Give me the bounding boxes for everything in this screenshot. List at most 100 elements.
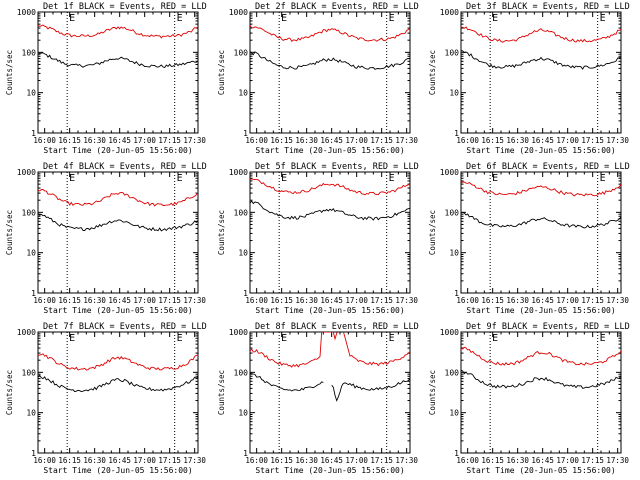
y-tick-label: 1000: [440, 168, 459, 177]
y-tick-label: 1: [31, 129, 36, 138]
x-tick-label: 16:30: [295, 296, 318, 305]
x-tick-label: 16:45: [320, 296, 343, 305]
x-tick-label: 16:00: [456, 296, 479, 305]
series-line-lld: [38, 189, 198, 207]
series-line-events: [461, 211, 621, 229]
event-marker-label: E: [600, 173, 606, 184]
x-tick-label: 17:30: [606, 136, 629, 145]
plot-frame: [249, 331, 411, 454]
x-tick-label: 17:00: [556, 456, 579, 465]
y-tick-label: 1000: [17, 168, 36, 177]
x-tick-label: 17:30: [606, 296, 629, 305]
x-tick-label: 16:30: [83, 136, 106, 145]
event-marker-label: E: [492, 333, 498, 344]
x-tick-label: 16:00: [245, 136, 268, 145]
series-line-events: [38, 374, 198, 393]
y-tick-label: 1: [454, 449, 459, 458]
series-line-lld: [38, 24, 198, 39]
y-tick-label: 100: [234, 48, 249, 57]
y-tick-label: 1: [454, 289, 459, 298]
event-marker-label: E: [492, 13, 498, 24]
event-marker-label: E: [281, 333, 287, 344]
x-tick-label: 16:30: [506, 456, 529, 465]
x-tick-label: 17:00: [345, 456, 368, 465]
y-tick-label: 1: [243, 449, 248, 458]
x-tick-label: 17:15: [370, 456, 393, 465]
plot-frame: [460, 331, 622, 454]
x-tick-label: 16:15: [481, 456, 504, 465]
y-axis-label: Counts/sec: [5, 370, 14, 415]
y-tick-label: 10: [449, 249, 459, 258]
plot-title: Det 8f BLACK = Events, RED = LLD: [255, 322, 419, 332]
plot-frame: [37, 11, 199, 134]
y-tick-label: 100: [234, 368, 249, 377]
x-tick-label: 16:45: [320, 456, 343, 465]
x-tick-label: 16:45: [320, 136, 343, 145]
x-tick-label: 17:15: [158, 456, 181, 465]
series-line-events: [250, 51, 410, 70]
y-axis-label: Counts/sec: [428, 370, 437, 415]
x-tick-label: 16:45: [108, 456, 131, 465]
y-axis-label: Counts/sec: [217, 210, 226, 255]
x-tick-label: 16:45: [108, 296, 131, 305]
y-tick-label: 10: [449, 89, 459, 98]
event-marker-label: E: [389, 13, 395, 24]
x-tick-label: 17:00: [556, 296, 579, 305]
event-marker-label: E: [281, 13, 287, 24]
y-tick-label: 100: [445, 208, 460, 217]
x-tick-label: 16:30: [295, 136, 318, 145]
event-marker-label: E: [69, 13, 75, 24]
event-marker-label: E: [389, 333, 395, 344]
x-tick-label: 16:00: [245, 296, 268, 305]
series-line-lld: [461, 26, 621, 43]
x-tick-label: 16:15: [270, 456, 293, 465]
x-tick-label: 16:15: [481, 136, 504, 145]
series-line-lld: [250, 178, 410, 196]
x-axis-label: Start Time (20-Jun-05 15:56:00): [43, 146, 192, 155]
y-tick-label: 1000: [17, 8, 36, 17]
y-tick-label: 1000: [17, 328, 36, 337]
y-tick-label: 1000: [229, 168, 248, 177]
x-tick-label: 17:15: [581, 456, 604, 465]
x-tick-label: 16:45: [531, 136, 554, 145]
event-marker-label: E: [492, 173, 498, 184]
x-tick-label: 16:00: [33, 456, 56, 465]
y-tick-label: 100: [445, 368, 460, 377]
event-marker-label: E: [177, 173, 183, 184]
y-axis-label: Counts/sec: [428, 50, 437, 95]
x-tick-label: 17:15: [581, 136, 604, 145]
y-tick-label: 1000: [229, 8, 248, 17]
y-tick-label: 10: [26, 409, 36, 418]
x-tick-label: 17:30: [183, 136, 206, 145]
x-tick-label: 16:30: [295, 456, 318, 465]
y-tick-label: 10: [449, 409, 459, 418]
plot-frame: [460, 171, 622, 294]
x-axis-label: Start Time (20-Jun-05 15:56:00): [255, 306, 404, 315]
plot-frame: [249, 11, 411, 134]
x-tick-label: 17:30: [395, 296, 418, 305]
x-tick-label: 16:30: [506, 296, 529, 305]
y-tick-label: 1000: [440, 328, 459, 337]
x-tick-label: 16:30: [83, 296, 106, 305]
x-tick-label: 17:30: [183, 296, 206, 305]
x-tick-label: 16:15: [58, 296, 81, 305]
event-marker-label: E: [600, 333, 606, 344]
x-tick-label: 17:00: [556, 136, 579, 145]
event-marker-label: E: [69, 173, 75, 184]
x-tick-label: 17:00: [345, 136, 368, 145]
event-marker-label: E: [177, 13, 183, 24]
plot-frame: [460, 11, 622, 134]
y-tick-label: 1: [31, 289, 36, 298]
plot-title: Det 9f BLACK = Events, RED = LLD: [466, 322, 630, 332]
event-marker-label: E: [69, 333, 75, 344]
x-tick-label: 17:30: [395, 136, 418, 145]
x-tick-label: 17:15: [581, 296, 604, 305]
y-axis-label: Counts/sec: [5, 210, 14, 255]
y-axis-label: Counts/sec: [217, 50, 226, 95]
x-axis-label: Start Time (20-Jun-05 15:56:00): [255, 466, 404, 475]
x-tick-label: 17:00: [133, 456, 156, 465]
x-tick-label: 16:45: [531, 296, 554, 305]
event-marker-label: E: [281, 173, 287, 184]
